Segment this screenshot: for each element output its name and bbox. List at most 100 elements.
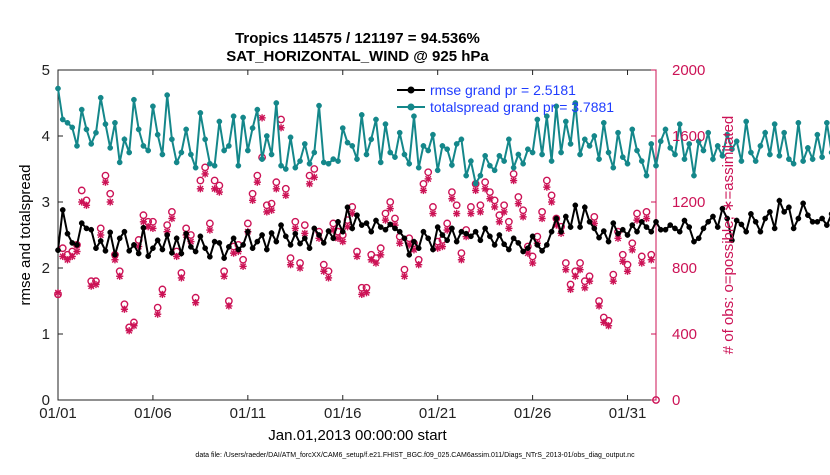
totalspread-series-point [638, 158, 645, 164]
totalspread-series-point [496, 152, 503, 159]
totalspread-series-point [553, 103, 560, 110]
rmse-series-point [202, 245, 208, 252]
totalspread-series-point [197, 110, 204, 116]
rmse-series-point [615, 230, 621, 237]
totalspread-series-point [458, 136, 465, 143]
rmse-series-point [572, 202, 579, 209]
obs-assimilated-marker [500, 208, 508, 216]
rmse-series-point [449, 225, 455, 232]
totalspread-series-point [188, 151, 194, 158]
rmse-series-point [567, 224, 574, 230]
rmse-series-point [55, 247, 61, 254]
rmse-series-point [420, 228, 427, 235]
rmse-series-point [610, 220, 617, 226]
rmse-series-point [292, 230, 299, 237]
totalspread-series-point [339, 125, 346, 131]
totalspread-series-point [211, 162, 218, 169]
obs-assimilated-marker [609, 277, 617, 285]
totalspread-series-point [624, 160, 631, 167]
rmse-series-point [301, 235, 308, 242]
x-tick-label: 01/21 [419, 405, 457, 422]
totalspread-series-point [487, 162, 493, 169]
rmse-series-point [207, 253, 213, 260]
rmse-series-point [169, 249, 175, 256]
obs-assimilated-marker [116, 272, 124, 280]
obs-assimilated-marker [448, 195, 456, 203]
rmse-series-point [648, 228, 655, 235]
totalspread-series-point [297, 158, 303, 164]
obs-end-marker [652, 396, 660, 404]
y2-tick-label: 1200 [672, 194, 705, 211]
totalspread-series-point [510, 164, 517, 171]
y-tick-label: 1 [42, 326, 50, 343]
obs-assimilated-marker [253, 178, 261, 186]
totalspread-series-point [415, 164, 422, 171]
rmse-series-point [116, 235, 123, 242]
rmse-series-point [539, 247, 545, 254]
totalspread-series-point [814, 131, 821, 138]
totalspread-series-point [173, 159, 180, 166]
totalspread-series-point [135, 126, 142, 133]
totalspread-series-point [572, 100, 579, 106]
obs-possible-marker [310, 165, 319, 173]
legend-marker [407, 103, 415, 111]
x-tick-label: 01/06 [134, 405, 172, 422]
rmse-series-point [714, 224, 721, 230]
totalspread-series-point [377, 159, 384, 166]
totalspread-series-point [776, 152, 783, 159]
rmse-series-point [577, 224, 583, 230]
obs-assimilated-marker [377, 251, 385, 259]
obs-assimilated-marker [638, 259, 646, 267]
totalspread-series-point [59, 116, 66, 123]
totalspread-series-point [719, 152, 726, 159]
obs-assimilated-marker [348, 209, 356, 218]
totalspread-series-point [150, 103, 156, 110]
totalspread-series-point [287, 134, 294, 141]
rmse-series-point [824, 222, 830, 228]
rmse-series-point [743, 228, 750, 235]
rmse-series-point [97, 238, 104, 244]
obs-assimilated-marker [82, 201, 91, 209]
rmse-series-point [164, 232, 171, 238]
totalspread-series-point [667, 145, 674, 151]
totalspread-series-point [306, 160, 313, 167]
obs-assimilated-marker [63, 256, 72, 264]
x-tick-label: 01/26 [514, 405, 552, 422]
rmse-series-point [757, 228, 764, 235]
totalspread-series-point [491, 167, 498, 174]
rmse-series-point [373, 217, 379, 224]
totalspread-series-point [430, 131, 436, 138]
totalspread-series-point [520, 160, 526, 167]
rmse-series-point [487, 233, 493, 240]
totalspread-series-point [221, 147, 227, 154]
rmse-series-point [197, 233, 204, 240]
obs-assimilated-marker [201, 170, 209, 178]
obs-assimilated-marker [576, 266, 584, 274]
rmse-series-point [273, 238, 280, 245]
obs-assimilated-marker [571, 272, 579, 280]
rmse-series-point [159, 246, 166, 253]
obs-possible-marker [243, 219, 252, 228]
rmse-series-point [781, 209, 787, 215]
totalspread-series-point [226, 143, 232, 149]
totalspread-series-point [382, 121, 389, 127]
obs-assimilated-marker [524, 249, 532, 257]
obs-assimilated-marker [486, 195, 494, 203]
rmse-series-point [392, 225, 398, 232]
rmse-series-point [354, 212, 360, 219]
rmse-series-point [415, 245, 422, 252]
rmse-series-point [795, 215, 802, 222]
totalspread-series-point [695, 138, 702, 145]
legend-entry: rmse grand pr = 2.5181 [430, 82, 576, 98]
y2-axis-label: # of obs: o=possible; ∗=assimilated [720, 116, 737, 355]
totalspread-series-point [202, 136, 208, 143]
totalspread-series-point [700, 147, 707, 154]
totalspread-series-point [392, 154, 398, 160]
rmse-series-point [477, 237, 484, 244]
totalspread-series-point [311, 149, 318, 156]
obs-assimilated-marker [642, 214, 651, 223]
totalspread-series-point [164, 92, 171, 98]
rmse-series-point [805, 212, 811, 219]
totalspread-series-point [358, 112, 365, 118]
